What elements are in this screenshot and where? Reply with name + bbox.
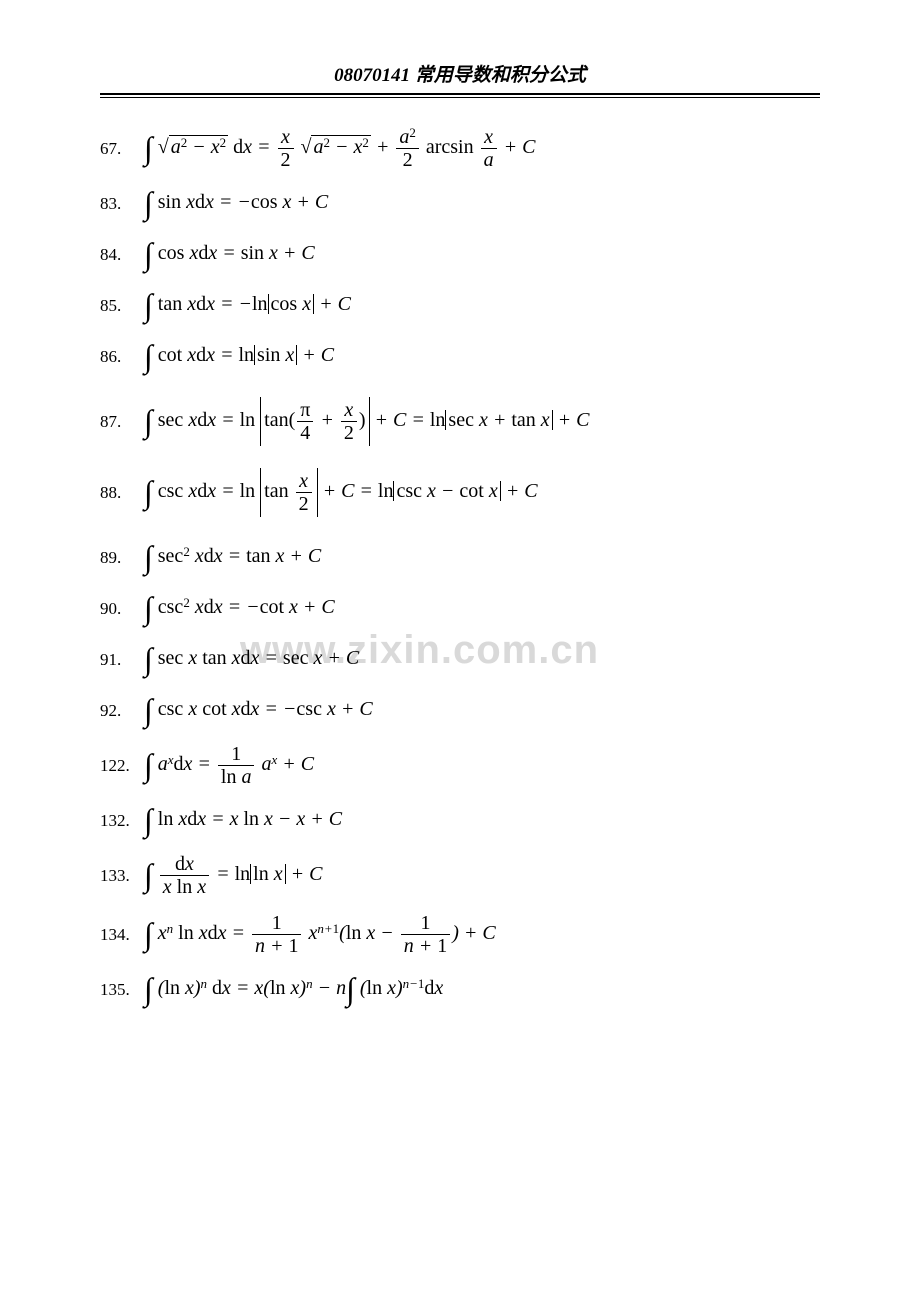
formula-91: 91. ∫ sec x tan xdx = sec x + C	[100, 641, 820, 678]
formula-body: ∫ dxx ln x = lnln x + C	[144, 853, 322, 898]
formula-body: ∫ sin xdx = −cos x + C	[144, 185, 328, 222]
formula-body: ∫ sec x tan xdx = sec x + C	[144, 641, 359, 678]
formula-body: ∫ a2 − x2 dx = x2 a2 − x2 + a22 arcsin x…	[144, 126, 535, 171]
formula-number: 89.	[100, 548, 144, 568]
formula-number: 67.	[100, 139, 144, 159]
formula-number: 134.	[100, 925, 144, 945]
page: 08070141 常用导数和积分公式 67. ∫ a2 − x2 dx = x2…	[0, 0, 920, 1062]
formula-87: 87. ∫ sec xdx = ln tan(π4 + x2) + C = ln…	[100, 397, 820, 446]
formula-number: 88.	[100, 483, 144, 503]
formula-body: ∫ xn ln xdx = 1n + 1 xn+1(ln x − 1n + 1)…	[144, 912, 496, 957]
header-underline	[100, 97, 820, 98]
formula-84: 84. ∫ cos xdx = sin x + C	[100, 236, 820, 273]
formula-body: ∫ sec2 xdx = tan x + C	[144, 539, 321, 576]
formula-body: ∫ csc xdx = ln tan x2 + C = lncsc x − co…	[144, 468, 538, 517]
formula-number: 85.	[100, 296, 144, 316]
formula-body: ∫ tan xdx = −lncos x + C	[144, 287, 351, 324]
formula-122: 122. ∫ axdx = 1ln a ax + C	[100, 743, 820, 788]
formula-number: 87.	[100, 412, 144, 432]
formula-135: 135. ∫ (ln x)n dx = x(ln x)n − n∫ (ln x)…	[100, 971, 820, 1008]
formula-132: 132. ∫ ln xdx = x ln x − x + C	[100, 802, 820, 839]
formula-67: 67. ∫ a2 − x2 dx = x2 a2 − x2 + a22 arcs…	[100, 126, 820, 171]
formula-88: 88. ∫ csc xdx = ln tan x2 + C = lncsc x …	[100, 468, 820, 517]
formula-number: 86.	[100, 347, 144, 367]
formula-body: ∫ axdx = 1ln a ax + C	[144, 743, 314, 788]
formula-body: ∫ (ln x)n dx = x(ln x)n − n∫ (ln x)n−1dx	[144, 971, 443, 1008]
formula-number: 92.	[100, 701, 144, 721]
formula-number: 83.	[100, 194, 144, 214]
formula-body: ∫ cos xdx = sin x + C	[144, 236, 315, 273]
formula-body: ∫ sec xdx = ln tan(π4 + x2) + C = lnsec …	[144, 397, 590, 446]
page-header: 08070141 常用导数和积分公式	[100, 60, 820, 95]
formula-number: 90.	[100, 599, 144, 619]
formula-86: 86. ∫ cot xdx = lnsin x + C	[100, 338, 820, 375]
formula-83: 83. ∫ sin xdx = −cos x + C	[100, 185, 820, 222]
formula-body: ∫ cot xdx = lnsin x + C	[144, 338, 334, 375]
formula-89: 89. ∫ sec2 xdx = tan x + C	[100, 539, 820, 576]
formula-number: 135.	[100, 980, 144, 1000]
formula-134: 134. ∫ xn ln xdx = 1n + 1 xn+1(ln x − 1n…	[100, 912, 820, 957]
formula-body: ∫ ln xdx = x ln x − x + C	[144, 802, 342, 839]
formula-number: 122.	[100, 756, 144, 776]
formula-body: ∫ csc x cot xdx = −csc x + C	[144, 692, 373, 729]
formula-85: 85. ∫ tan xdx = −lncos x + C	[100, 287, 820, 324]
formula-90: 90. ∫ csc2 xdx = −cot x + C	[100, 590, 820, 627]
formula-number: 84.	[100, 245, 144, 265]
formula-92: 92. ∫ csc x cot xdx = −csc x + C	[100, 692, 820, 729]
formula-133: 133. ∫ dxx ln x = lnln x + C	[100, 853, 820, 898]
formula-list: 67. ∫ a2 − x2 dx = x2 a2 − x2 + a22 arcs…	[100, 126, 820, 1008]
formula-number: 91.	[100, 650, 144, 670]
formula-number: 133.	[100, 866, 144, 886]
formula-body: ∫ csc2 xdx = −cot x + C	[144, 590, 335, 627]
formula-number: 132.	[100, 811, 144, 831]
